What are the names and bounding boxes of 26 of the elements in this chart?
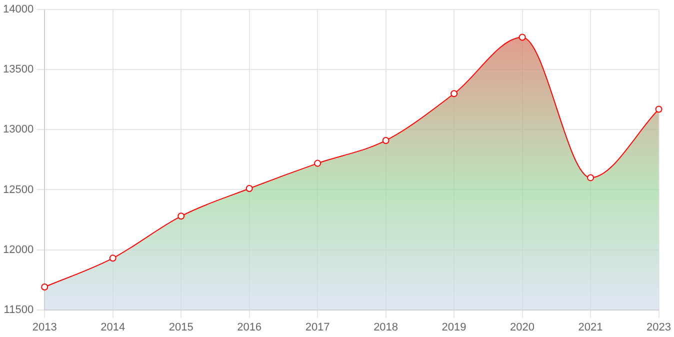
point [518, 34, 526, 41]
y-tick-label: 12000 [2, 244, 34, 256]
x-tick-label: 2021 [578, 321, 603, 334]
x-tick-label: 2016 [237, 321, 262, 334]
point [314, 160, 322, 167]
point [587, 174, 594, 182]
x-tick-label: 2019 [442, 321, 466, 334]
point [178, 212, 185, 220]
x-tick-label: 2017 [305, 321, 330, 334]
y-tick-label: 13500 [2, 64, 34, 76]
x-tick-label: 2014 [100, 321, 126, 334]
x-tick-label: 2013 [32, 321, 57, 334]
y-tick-label: 11500 [4, 304, 34, 316]
point [382, 136, 390, 144]
point [246, 185, 253, 192]
x-tick-label: 2023 [646, 321, 672, 334]
x-tick-label: 2015 [168, 321, 194, 334]
point [655, 106, 662, 113]
point [450, 90, 458, 98]
point [109, 254, 116, 262]
y-tick-label: 13000 [2, 124, 34, 136]
point [41, 283, 48, 290]
y-tick-label: 12500 [2, 184, 34, 196]
x-tick-label: 2018 [374, 321, 398, 334]
y-tick-label: 14000 [2, 4, 34, 16]
x-tick-label: 2020 [510, 321, 535, 334]
